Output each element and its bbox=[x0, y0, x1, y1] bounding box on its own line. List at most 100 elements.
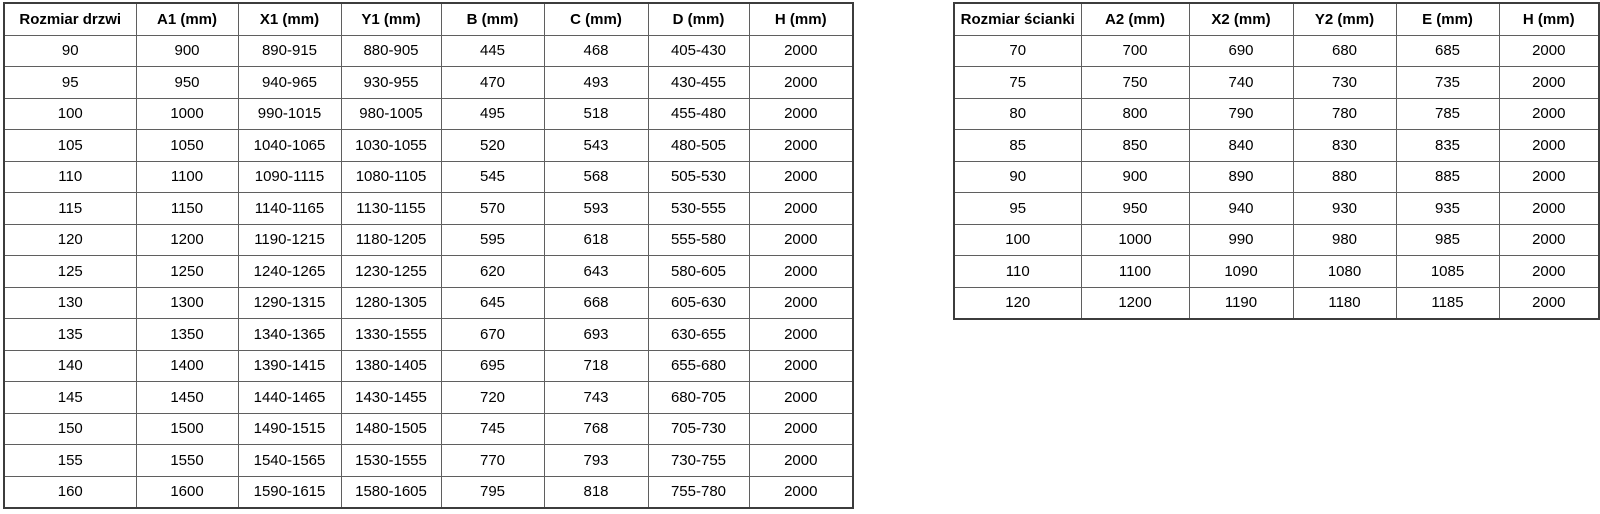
table-row: 70 700 690 680 685 2000 bbox=[953, 34, 1600, 67]
table-cell: 990-1015 bbox=[237, 97, 342, 130]
table-cell: 580-605 bbox=[647, 255, 750, 288]
table-cell: 680-705 bbox=[647, 381, 750, 414]
table-cell: 2000 bbox=[748, 381, 854, 414]
table-cell: 745 bbox=[440, 412, 545, 445]
table-row: 140 1400 1390-1415 1380-1405 695 718 655-680 20… bbox=[3, 349, 854, 382]
table-cell: 940-965 bbox=[237, 66, 342, 99]
table-cell: 100 bbox=[3, 97, 137, 130]
table-cell: 150 bbox=[3, 412, 137, 445]
table-cell: 790 bbox=[1188, 97, 1294, 130]
table-cell: 1480-1505 bbox=[340, 412, 442, 445]
table-cell: 730 bbox=[1292, 66, 1397, 99]
table-cell: 930-955 bbox=[340, 66, 442, 99]
table-cell: 445 bbox=[440, 34, 545, 67]
table-cell: 2000 bbox=[748, 129, 854, 162]
table-cell: 620 bbox=[440, 255, 545, 288]
table-cell: 655-680 bbox=[647, 349, 750, 382]
table-cell: 1090-1115 bbox=[237, 160, 342, 193]
table-cell: 630-655 bbox=[647, 318, 750, 351]
table-cell: 1080-1105 bbox=[340, 160, 442, 193]
table-cell: 700 bbox=[1080, 34, 1190, 67]
table-cell: 468 bbox=[543, 34, 649, 67]
table-cell: 880-905 bbox=[340, 34, 442, 67]
table-cell: 1240-1265 bbox=[237, 255, 342, 288]
table-cell: 705-730 bbox=[647, 412, 750, 445]
table-cell: 95 bbox=[953, 192, 1082, 225]
header-row: Rozmiar ścianki A2 (mm) X2 (mm) Y2 (mm) … bbox=[953, 2, 1600, 36]
table-cell: 495 bbox=[440, 97, 545, 130]
table-cell: 455-480 bbox=[647, 97, 750, 130]
table-cell: 2000 bbox=[1498, 223, 1600, 256]
table-cell: 1000 bbox=[135, 97, 239, 130]
table-cell: 730-755 bbox=[647, 444, 750, 477]
table-cell: 718 bbox=[543, 349, 649, 382]
table-row: 120 1200 1190 1180 1185 2000 bbox=[953, 286, 1600, 320]
table-cell: 835 bbox=[1395, 129, 1500, 162]
table-cell: 980-1005 bbox=[340, 97, 442, 130]
table-cell: 1100 bbox=[135, 160, 239, 193]
table-row: 160 1600 1590-1615 1580-1605 795 818 755-780 20… bbox=[3, 475, 854, 509]
table-cell: 1350 bbox=[135, 318, 239, 351]
table-cell: 1250 bbox=[135, 255, 239, 288]
header-cell-c: C (mm) bbox=[543, 2, 649, 36]
table-row: 100 1000 990 980 985 2000 bbox=[953, 223, 1600, 256]
table-cell: 685 bbox=[1395, 34, 1500, 67]
table-cell: 120 bbox=[3, 223, 137, 256]
table-cell: 145 bbox=[3, 381, 137, 414]
table-cell: 850 bbox=[1080, 129, 1190, 162]
table-cell: 2000 bbox=[748, 318, 854, 351]
table-cell: 695 bbox=[440, 349, 545, 382]
header-cell-d: D (mm) bbox=[647, 2, 750, 36]
table-cell: 1180 bbox=[1292, 286, 1397, 320]
table-cell: 940 bbox=[1188, 192, 1294, 225]
header-cell-rozmiar-drzwi: Rozmiar drzwi bbox=[3, 2, 137, 36]
header-cell-e: E (mm) bbox=[1395, 2, 1500, 36]
table-cell: 643 bbox=[543, 255, 649, 288]
table-cell: 2000 bbox=[748, 255, 854, 288]
header-cell-b: B (mm) bbox=[440, 2, 545, 36]
table-cell: 135 bbox=[3, 318, 137, 351]
header-cell-y1: Y1 (mm) bbox=[340, 2, 442, 36]
table-row: 115 1150 1140-1165 1130-1155 570 593 530-555 20… bbox=[3, 192, 854, 225]
table-cell: 735 bbox=[1395, 66, 1500, 99]
table-cell: 1080 bbox=[1292, 255, 1397, 288]
table-cell: 595 bbox=[440, 223, 545, 256]
table-row: 130 1300 1290-1315 1280-1305 645 668 605-630 20… bbox=[3, 286, 854, 319]
table-cell: 2000 bbox=[1498, 286, 1600, 320]
header-cell-x2: X2 (mm) bbox=[1188, 2, 1294, 36]
table-cell: 568 bbox=[543, 160, 649, 193]
table-cell: 1230-1255 bbox=[340, 255, 442, 288]
table-cell: 530-555 bbox=[647, 192, 750, 225]
header-cell-x1: X1 (mm) bbox=[237, 2, 342, 36]
table-cell: 1550 bbox=[135, 444, 239, 477]
table-cell: 2000 bbox=[1498, 34, 1600, 67]
table-row: 135 1350 1340-1365 1330-1555 670 693 630-655 20… bbox=[3, 318, 854, 351]
table-row: 90 900 890-915 880-905 445 468 405-430 2000 bbox=[3, 34, 854, 67]
table-cell: 160 bbox=[3, 475, 137, 509]
table-cell: 140 bbox=[3, 349, 137, 382]
table-row: 110 1100 1090-1115 1080-1105 545 568 505-530 20… bbox=[3, 160, 854, 193]
table-cell: 70 bbox=[953, 34, 1082, 67]
table-cell: 2000 bbox=[748, 192, 854, 225]
table-cell: 90 bbox=[3, 34, 137, 67]
table-cell: 543 bbox=[543, 129, 649, 162]
table-cell: 155 bbox=[3, 444, 137, 477]
table-cell: 743 bbox=[543, 381, 649, 414]
table-cell: 890-915 bbox=[237, 34, 342, 67]
table-cell: 2000 bbox=[748, 34, 854, 67]
table-cell: 1185 bbox=[1395, 286, 1500, 320]
table-cell: 545 bbox=[440, 160, 545, 193]
header-cell-h: H (mm) bbox=[748, 2, 854, 36]
table-cell: 1580-1605 bbox=[340, 475, 442, 509]
table-cell: 950 bbox=[1080, 192, 1190, 225]
table-cell: 2000 bbox=[748, 475, 854, 509]
table-cell: 430-455 bbox=[647, 66, 750, 99]
table-cell: 2000 bbox=[748, 349, 854, 382]
table-cell: 1280-1305 bbox=[340, 286, 442, 319]
table-row: 85 850 840 830 835 2000 bbox=[953, 129, 1600, 162]
table-cell: 1000 bbox=[1080, 223, 1190, 256]
table-cell: 100 bbox=[953, 223, 1082, 256]
table-cell: 470 bbox=[440, 66, 545, 99]
table-cell: 1600 bbox=[135, 475, 239, 509]
table-cell: 95 bbox=[3, 66, 137, 99]
